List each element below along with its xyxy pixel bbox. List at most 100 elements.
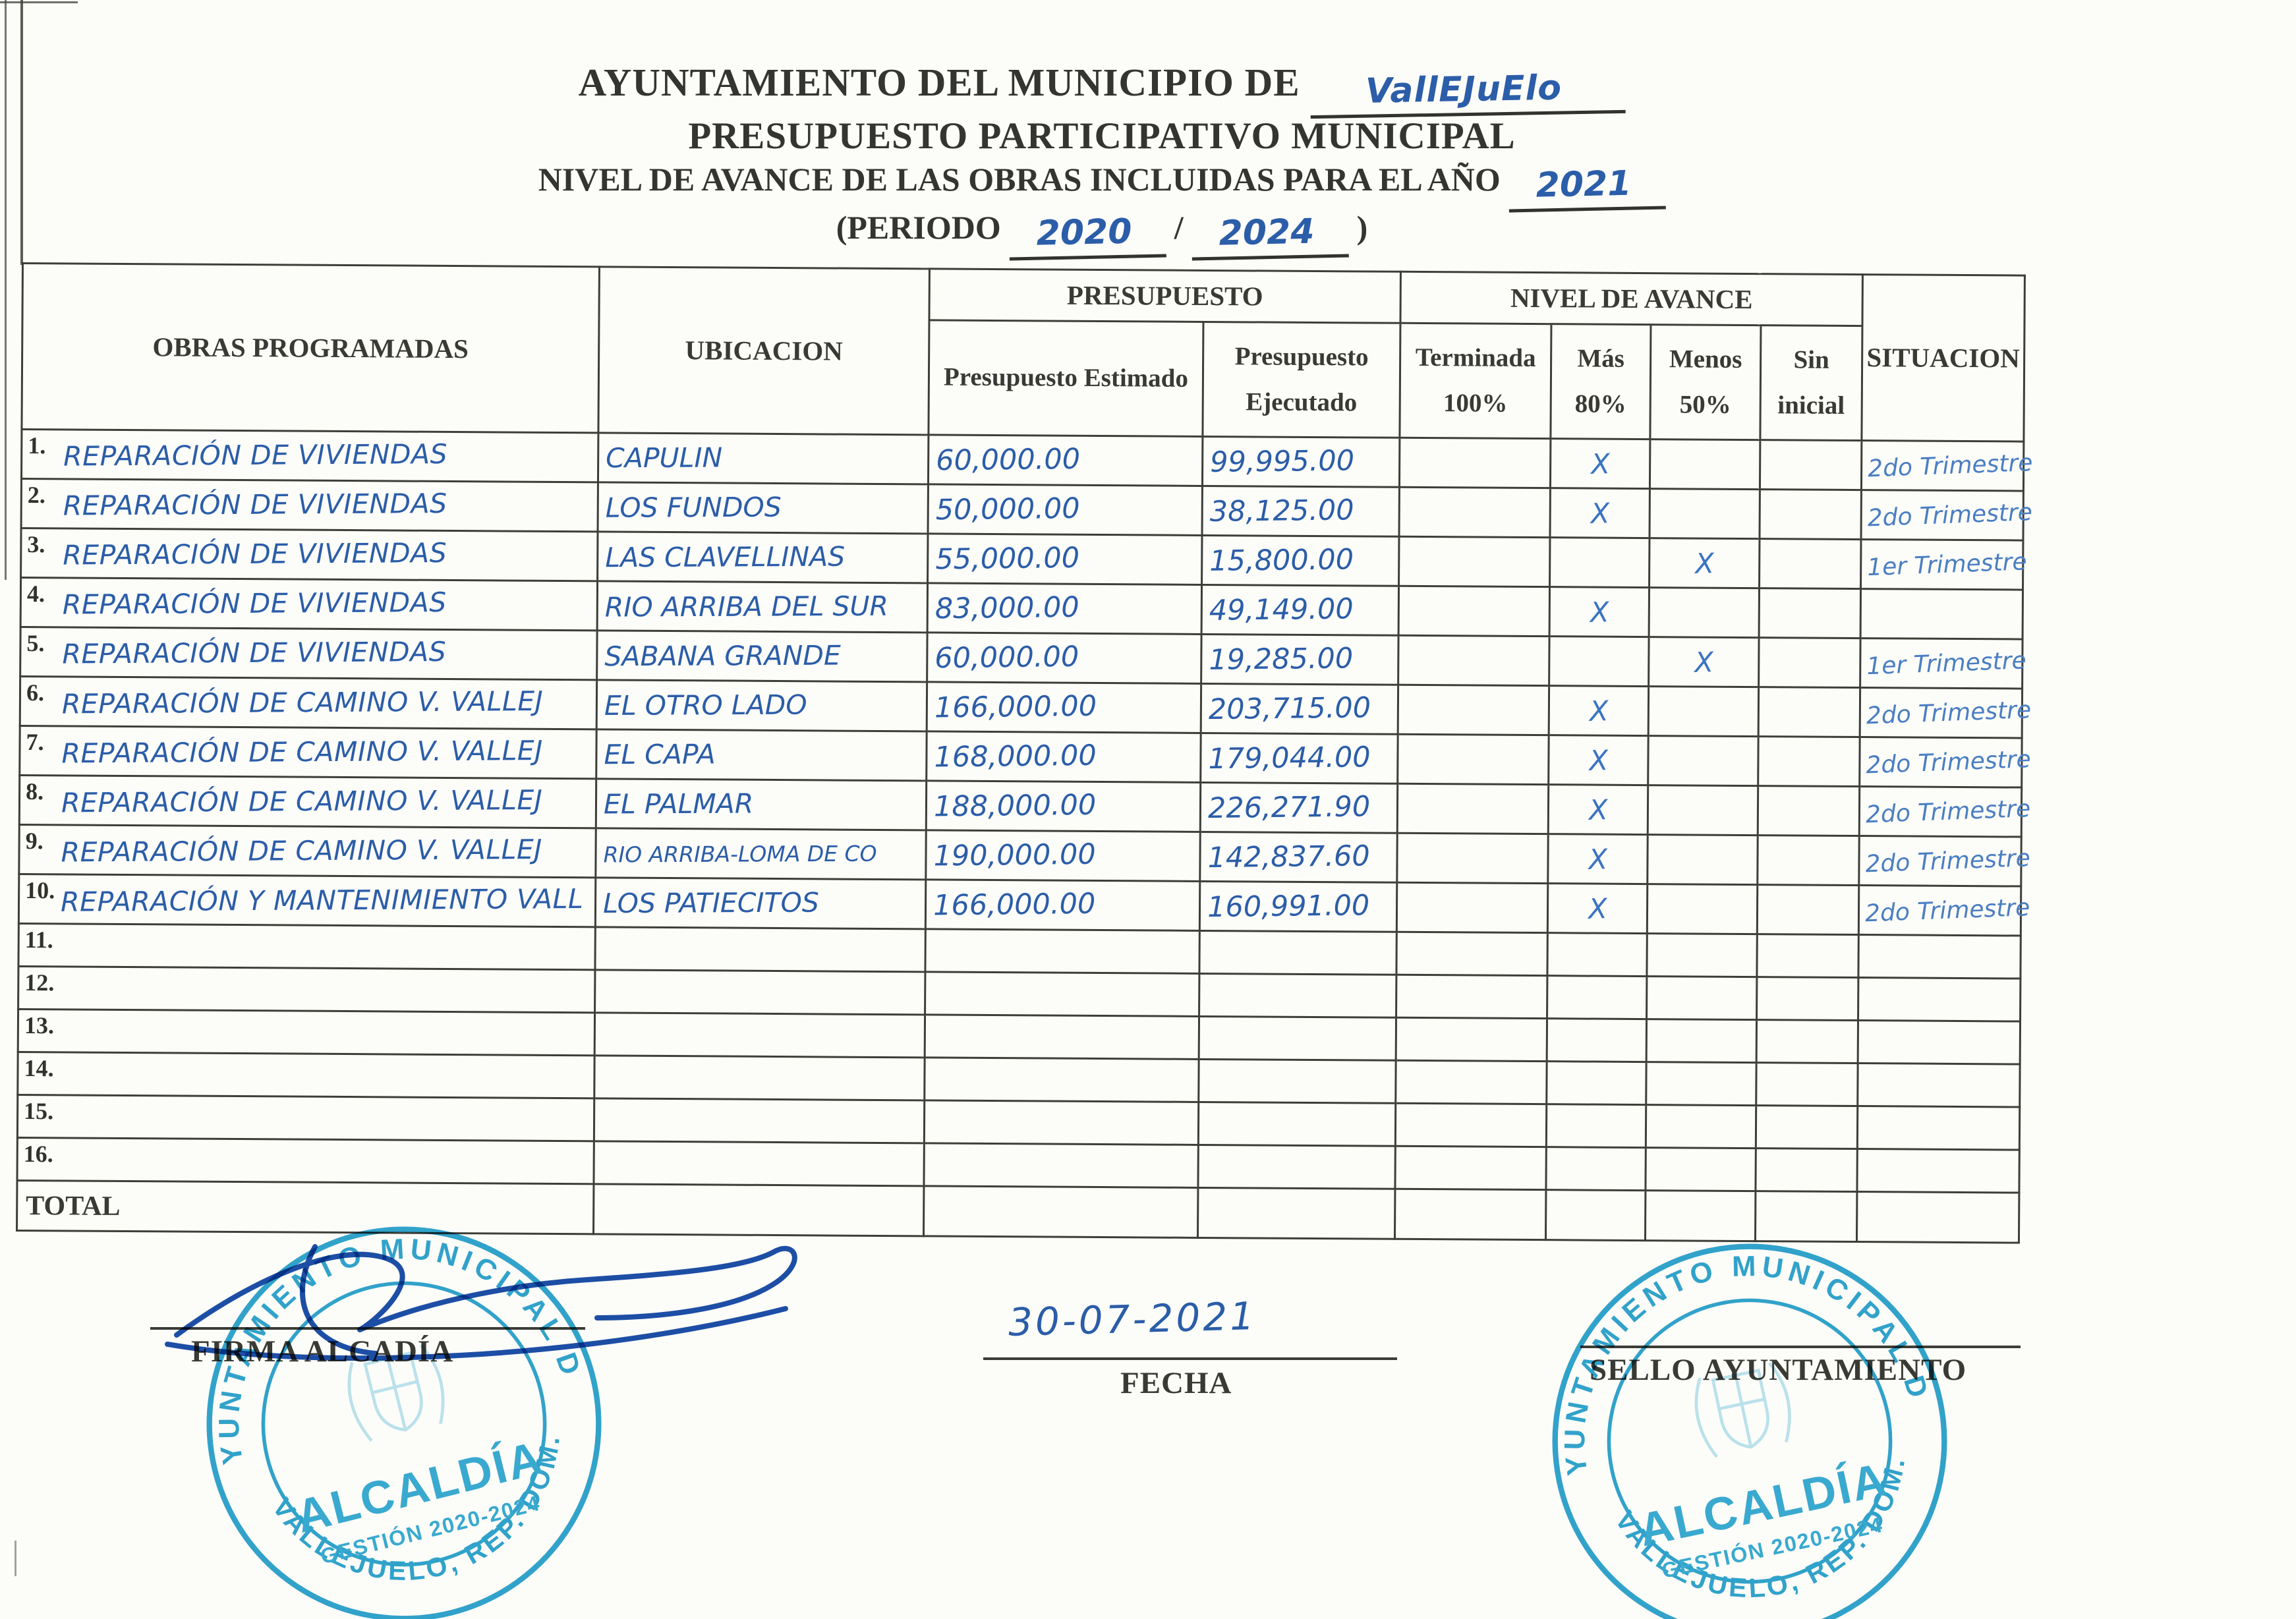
presupuesto-ejecutado-value: 142,837.60 bbox=[1207, 839, 1370, 875]
col-header-presupuesto: PRESUPUESTO bbox=[929, 268, 1401, 324]
ubicacion-handwriting: RIO ARRIBA-LOMA DE CO bbox=[603, 840, 877, 868]
menos50-mark: X bbox=[1694, 546, 1715, 580]
handwritten-municipio-name: VallEJuElo bbox=[1309, 67, 1626, 119]
mas80-mark: X bbox=[1588, 743, 1609, 777]
col-header-obras: OBRAS PROGRAMADAS bbox=[21, 263, 600, 433]
handwritten-year: 2021 bbox=[1508, 163, 1667, 213]
row-number: 13. bbox=[24, 1012, 55, 1039]
periodo-prefix: (PERIODO bbox=[836, 209, 1001, 246]
col-header-ubicacion: UBICACION bbox=[598, 266, 930, 435]
obra-handwriting: REPARACIÓN DE CAMINO V. VALLEJ bbox=[61, 735, 543, 770]
obra-handwriting: REPARACIÓN DE VIVIENDAS bbox=[62, 586, 447, 621]
mas80-mark: X bbox=[1590, 496, 1610, 530]
situacion-handwriting: 2do Trimestre bbox=[1864, 844, 2031, 878]
periodo-separator: / bbox=[1174, 209, 1184, 246]
mas80-mark: X bbox=[1587, 892, 1608, 925]
presupuesto-estimado-value: 166,000.00 bbox=[933, 887, 1096, 923]
title-line-3: NIVEL DE AVANCE DE LAS OBRAS INCLUIDAS P… bbox=[0, 160, 2204, 213]
handwritten-periodo-end: 2024 bbox=[1191, 212, 1349, 261]
obra-handwriting: REPARACIÓN DE VIVIENDAS bbox=[63, 537, 447, 571]
col-header-nivel-avance: NIVEL DE AVANCE bbox=[1400, 271, 1863, 326]
sello-line bbox=[1580, 1346, 2021, 1348]
situacion-handwriting: 1er Trimestre bbox=[1866, 548, 2028, 581]
presupuesto-ejecutado-value: 99,995.00 bbox=[1209, 444, 1355, 479]
mas80-mark: X bbox=[1588, 793, 1609, 826]
mas80-mark: X bbox=[1590, 447, 1611, 480]
obra-handwriting: REPARACIÓN DE VIVIENDAS bbox=[63, 488, 447, 522]
obra-handwriting: REPARACIÓN DE VIVIENDAS bbox=[63, 438, 448, 472]
col-header-situacion: SITUACION bbox=[1861, 274, 2025, 442]
header-row-groups: OBRAS PROGRAMADAS UBICACION PRESUPUESTO … bbox=[21, 263, 2025, 442]
presupuesto-estimado-value: 60,000.00 bbox=[934, 640, 1079, 675]
presupuesto-estimado-value: 55,000.00 bbox=[935, 541, 1080, 577]
col-header-ejecutado: Presupuesto Ejecutado bbox=[1202, 322, 1400, 438]
scan-artifact-line bbox=[5, 0, 7, 580]
situacion-handwriting: 1er Trimestre bbox=[1866, 646, 2027, 680]
row-number: 11. bbox=[24, 926, 53, 953]
menos50-mark: X bbox=[1694, 645, 1714, 679]
ubicacion-handwriting: EL OTRO LADO bbox=[604, 689, 807, 722]
works-progress-table-wrapper: OBRAS PROGRAMADAS UBICACION PRESUPUESTO … bbox=[16, 262, 2033, 1244]
obra-handwriting: REPARACIÓN DE VIVIENDAS bbox=[62, 636, 447, 670]
presupuesto-ejecutado-value: 160,991.00 bbox=[1207, 889, 1370, 924]
sello-label: SELLO AYUNTAMIENTO bbox=[1590, 1353, 1967, 1387]
mas80-mark: X bbox=[1589, 595, 1609, 629]
row-number: 14. bbox=[24, 1055, 54, 1082]
coat-of-arms-emblem bbox=[1694, 1362, 1791, 1458]
ubicacion-handwriting: CAPULIN bbox=[606, 441, 723, 474]
col-header-sin-inicial: Sin inicial bbox=[1760, 325, 1862, 441]
total-label: TOTAL bbox=[26, 1190, 121, 1222]
title-avance-label: NIVEL DE AVANCE DE LAS OBRAS INCLUIDAS P… bbox=[538, 161, 1501, 198]
presupuesto-estimado-value: 168,000.00 bbox=[934, 739, 1097, 774]
handwritten-date: 30-07-2021 bbox=[1008, 1293, 1257, 1345]
presupuesto-estimado-value: 190,000.00 bbox=[933, 838, 1097, 873]
situacion-handwriting: 2do Trimestre bbox=[1867, 449, 2034, 482]
title-line-2: PRESUPUESTO PARTICIPATIVO MUNICIPAL bbox=[688, 115, 1516, 157]
coat-of-arms-emblem bbox=[347, 1344, 445, 1442]
situacion-handwriting: 2do Trimestre bbox=[1865, 745, 2032, 779]
presupuesto-estimado-value: 83,000.00 bbox=[934, 590, 1079, 626]
presupuesto-ejecutado-value: 179,044.00 bbox=[1208, 741, 1371, 776]
presupuesto-ejecutado-value: 49,149.00 bbox=[1209, 592, 1354, 627]
presupuesto-estimado-value: 188,000.00 bbox=[933, 788, 1097, 824]
obra-handwriting: REPARACIÓN DE CAMINO V. VALLEJ bbox=[61, 834, 543, 868]
presupuesto-ejecutado-value: 19,285.00 bbox=[1209, 642, 1354, 677]
presupuesto-estimado-value: 166,000.00 bbox=[934, 689, 1097, 725]
ubicacion-handwriting: RIO ARRIBA DEL SUR bbox=[604, 590, 889, 623]
col-header-mas80: Más 80% bbox=[1550, 324, 1651, 440]
obra-handwriting: REPARACIÓN DE CAMINO V. VALLEJ bbox=[61, 685, 544, 720]
fecha-label: FECHA bbox=[1120, 1366, 1232, 1400]
mas80-mark: X bbox=[1588, 694, 1609, 727]
obra-handwriting: REPARACIÓN DE CAMINO V. VALLEJ bbox=[61, 784, 543, 819]
ubicacion-handwriting: LAS CLAVELLINAS bbox=[605, 540, 846, 574]
document-header: AYUNTAMIENTO DEL MUNICIPIO DE VallEJuElo… bbox=[0, 61, 2296, 261]
signature bbox=[165, 1244, 797, 1361]
obra-handwriting: REPARACIÓN Y MANTENIMIENTO VALL bbox=[60, 883, 584, 918]
ubicacion-handwriting: LOS FUNDOS bbox=[605, 491, 782, 524]
col-header-menos50: Menos 50% bbox=[1650, 324, 1761, 440]
fecha-line bbox=[983, 1357, 1397, 1360]
presupuesto-estimado-value: 50,000.00 bbox=[935, 492, 1080, 527]
title-line-1: AYUNTAMIENTO DEL MUNICIPIO DE VallEJuElo bbox=[0, 61, 2204, 119]
presupuesto-ejecutado-value: 226,271.90 bbox=[1207, 790, 1371, 826]
row-number: 12. bbox=[24, 969, 55, 996]
row-number: 16. bbox=[23, 1141, 53, 1168]
scan-artifact-line bbox=[14, 1541, 16, 1576]
situacion-handwriting: 2do Trimestre bbox=[1867, 498, 2033, 532]
scan-artifact-line bbox=[20, 0, 23, 265]
presupuesto-estimado-value: 60,000.00 bbox=[935, 442, 1081, 478]
ubicacion-handwriting: SABANA GRANDE bbox=[604, 639, 841, 673]
presupuesto-ejecutado-value: 15,800.00 bbox=[1209, 543, 1354, 578]
ubicacion-handwriting: LOS PATIECITOS bbox=[602, 886, 819, 920]
works-progress-table: OBRAS PROGRAMADAS UBICACION PRESUPUESTO … bbox=[16, 262, 2033, 1244]
alcaldia-stamp-right: AYUNTAMIENTO MUNICIPAL DE VALLEJUELO, RE… bbox=[1496, 1187, 1947, 1619]
col-header-terminada: Terminada 100% bbox=[1399, 323, 1551, 439]
periodo-suffix: ) bbox=[1356, 209, 1368, 246]
ubicacion-handwriting: EL PALMAR bbox=[603, 787, 754, 820]
title-line-4: (PERIODO 2020 / 2024 ) bbox=[0, 208, 2204, 261]
situacion-handwriting: 2do Trimestre bbox=[1865, 795, 2031, 828]
title-municipio-label: AYUNTAMIENTO DEL MUNICIPIO DE bbox=[578, 61, 1300, 104]
situacion-handwriting: 2do Trimestre bbox=[1864, 894, 2030, 927]
presupuesto-ejecutado-value: 38,125.00 bbox=[1209, 494, 1354, 528]
